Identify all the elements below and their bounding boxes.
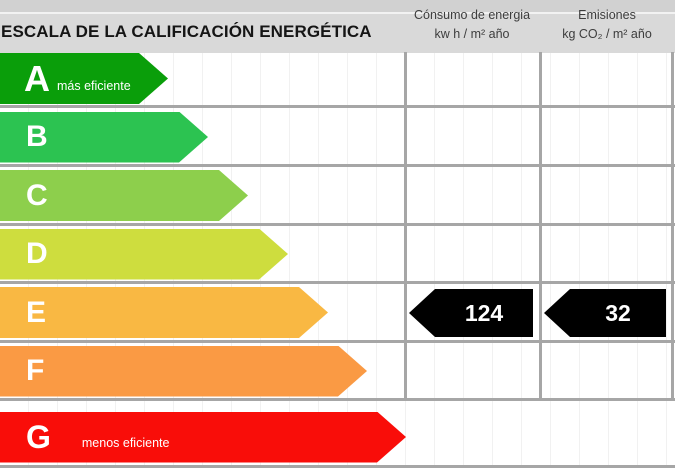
emissions-value: 32 [605, 299, 631, 326]
rating-bar-A: A más eficiente [0, 53, 168, 104]
header-sheen [0, 12, 675, 14]
rating-row-C: C [0, 170, 248, 221]
bottom-border [0, 465, 675, 468]
emissions-header-unit: kg CO₂ / m² año [562, 26, 652, 41]
rating-row-E: E [0, 287, 328, 338]
consumption-value-arrow: 124 [409, 289, 533, 337]
rating-letter-G: G [26, 419, 51, 455]
row-separator [0, 340, 675, 343]
column-divider [404, 52, 407, 401]
page-title: ESCALA DE LA CALIFICACIÓN ENERGÉTICA [1, 22, 372, 41]
rating-letter-E: E [26, 295, 47, 329]
rating-bar-E: E [0, 287, 328, 338]
column-header-consumption: Cónsumo de energia kw h / m² año [404, 6, 540, 44]
rating-letter-F: F [26, 354, 45, 387]
column-divider [539, 52, 542, 401]
row-separator [0, 398, 675, 401]
rating-bar-F: F [0, 346, 367, 397]
rating-letter-B: B [26, 120, 48, 153]
header-band: ESCALA DE LA CALIFICACIÓN ENERGÉTICA Cón… [0, 0, 675, 53]
rating-note-G: menos eficiente [81, 436, 170, 450]
row-separator [0, 281, 675, 284]
rating-row-G: G menos eficiente [0, 412, 406, 463]
right-border [671, 52, 674, 401]
rating-row-B: B [0, 112, 208, 163]
column-header-emissions: Emisiones kg CO₂ / m² año [539, 6, 675, 44]
row-separator [0, 223, 675, 226]
row-separator [0, 164, 675, 167]
consumption-header-label: Cónsumo de energia [413, 8, 531, 22]
emissions-value-arrow: 32 [544, 289, 666, 337]
emissions-header-label: Emisiones [578, 8, 636, 22]
rating-note-A: más eficiente [57, 78, 131, 93]
consumption-header-unit: kw h / m² año [434, 26, 510, 41]
rating-bar-B: B [0, 112, 208, 163]
rating-row-F: F [0, 346, 367, 397]
rating-letter-C: C [26, 178, 48, 212]
rating-row-A: A más eficiente [0, 53, 168, 104]
consumption-value: 124 [464, 299, 504, 326]
rating-letter-D: D [26, 237, 48, 270]
rating-bar-G: G menos eficiente [0, 412, 406, 463]
rating-letter-A: A [24, 57, 50, 99]
rating-bar-D: D [0, 229, 288, 280]
rating-bar-C: C [0, 170, 248, 221]
row-separator [0, 105, 675, 108]
rating-row-D: D [0, 229, 288, 280]
